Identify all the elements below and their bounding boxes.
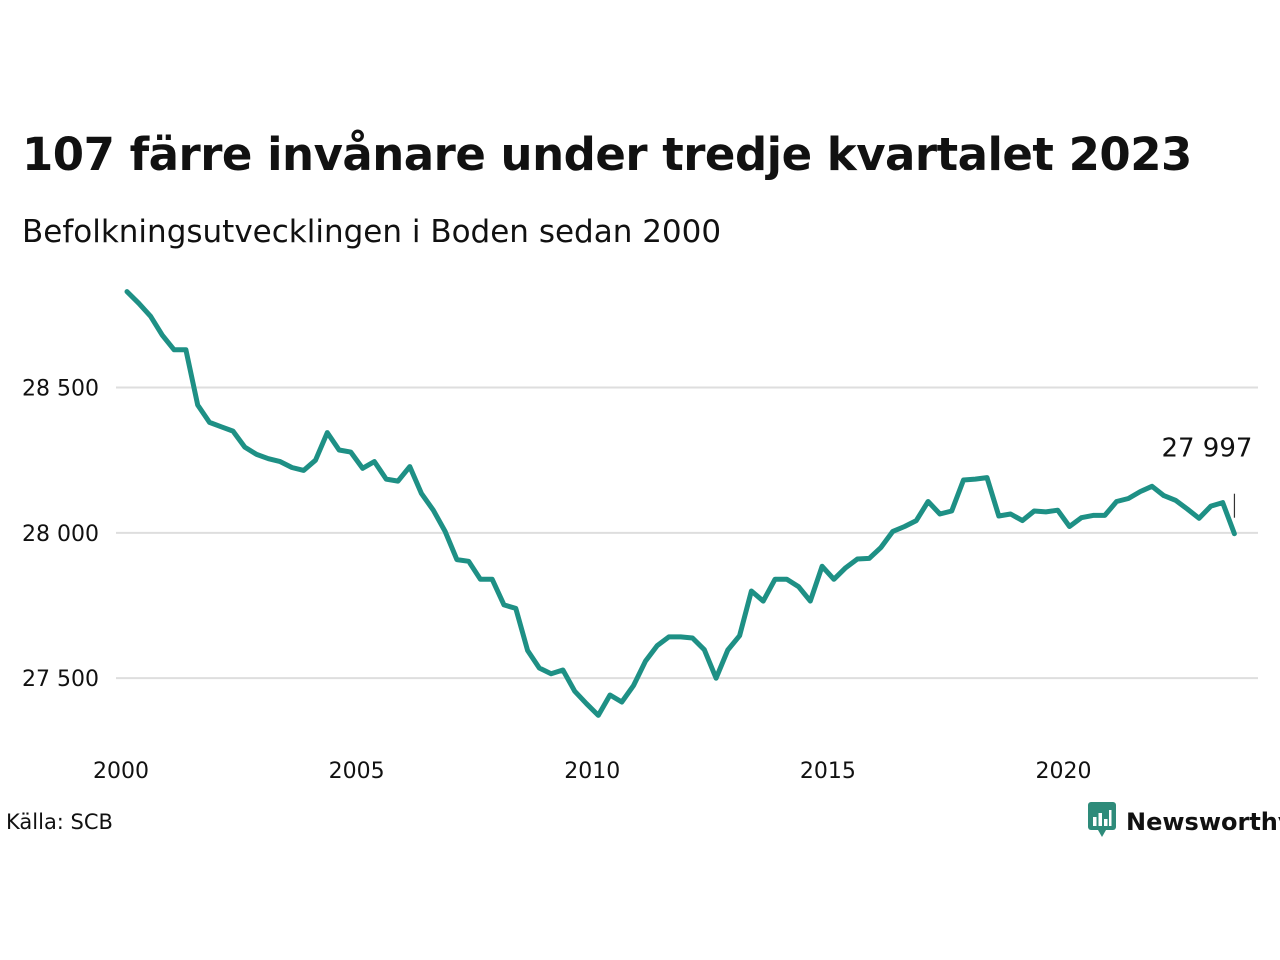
y-tick-label: 28 000 (22, 522, 99, 547)
end-value-label: 27 997 (1161, 434, 1252, 464)
x-tick-label: 2010 (564, 759, 620, 784)
brand-name: Newsworthy (1126, 808, 1280, 836)
source-label: Källa: SCB (6, 810, 113, 834)
y-tick-label: 27 500 (22, 667, 99, 692)
y-tick-label: 28 500 (22, 377, 99, 402)
y-axis-ticks: 27 500 28 000 28 500 (22, 377, 99, 693)
x-tick-label: 2015 (800, 759, 856, 784)
chart-title: 107 färre invånare under tredje kvartale… (22, 128, 1192, 181)
x-axis-ticks: 2000 2005 2010 2015 2020 (93, 759, 1092, 784)
x-tick-label: 2020 (1036, 759, 1092, 784)
brand-logo[interactable]: Newsworthy (1088, 802, 1280, 842)
x-tick-label: 2005 (329, 759, 385, 784)
series-line (124, 289, 1237, 718)
gridlines (116, 386, 1258, 680)
newsworthy-logo-icon (1088, 802, 1116, 842)
x-tick-label: 2000 (93, 759, 149, 784)
chart-subtitle: Befolkningsutvecklingen i Boden sedan 20… (22, 214, 722, 250)
